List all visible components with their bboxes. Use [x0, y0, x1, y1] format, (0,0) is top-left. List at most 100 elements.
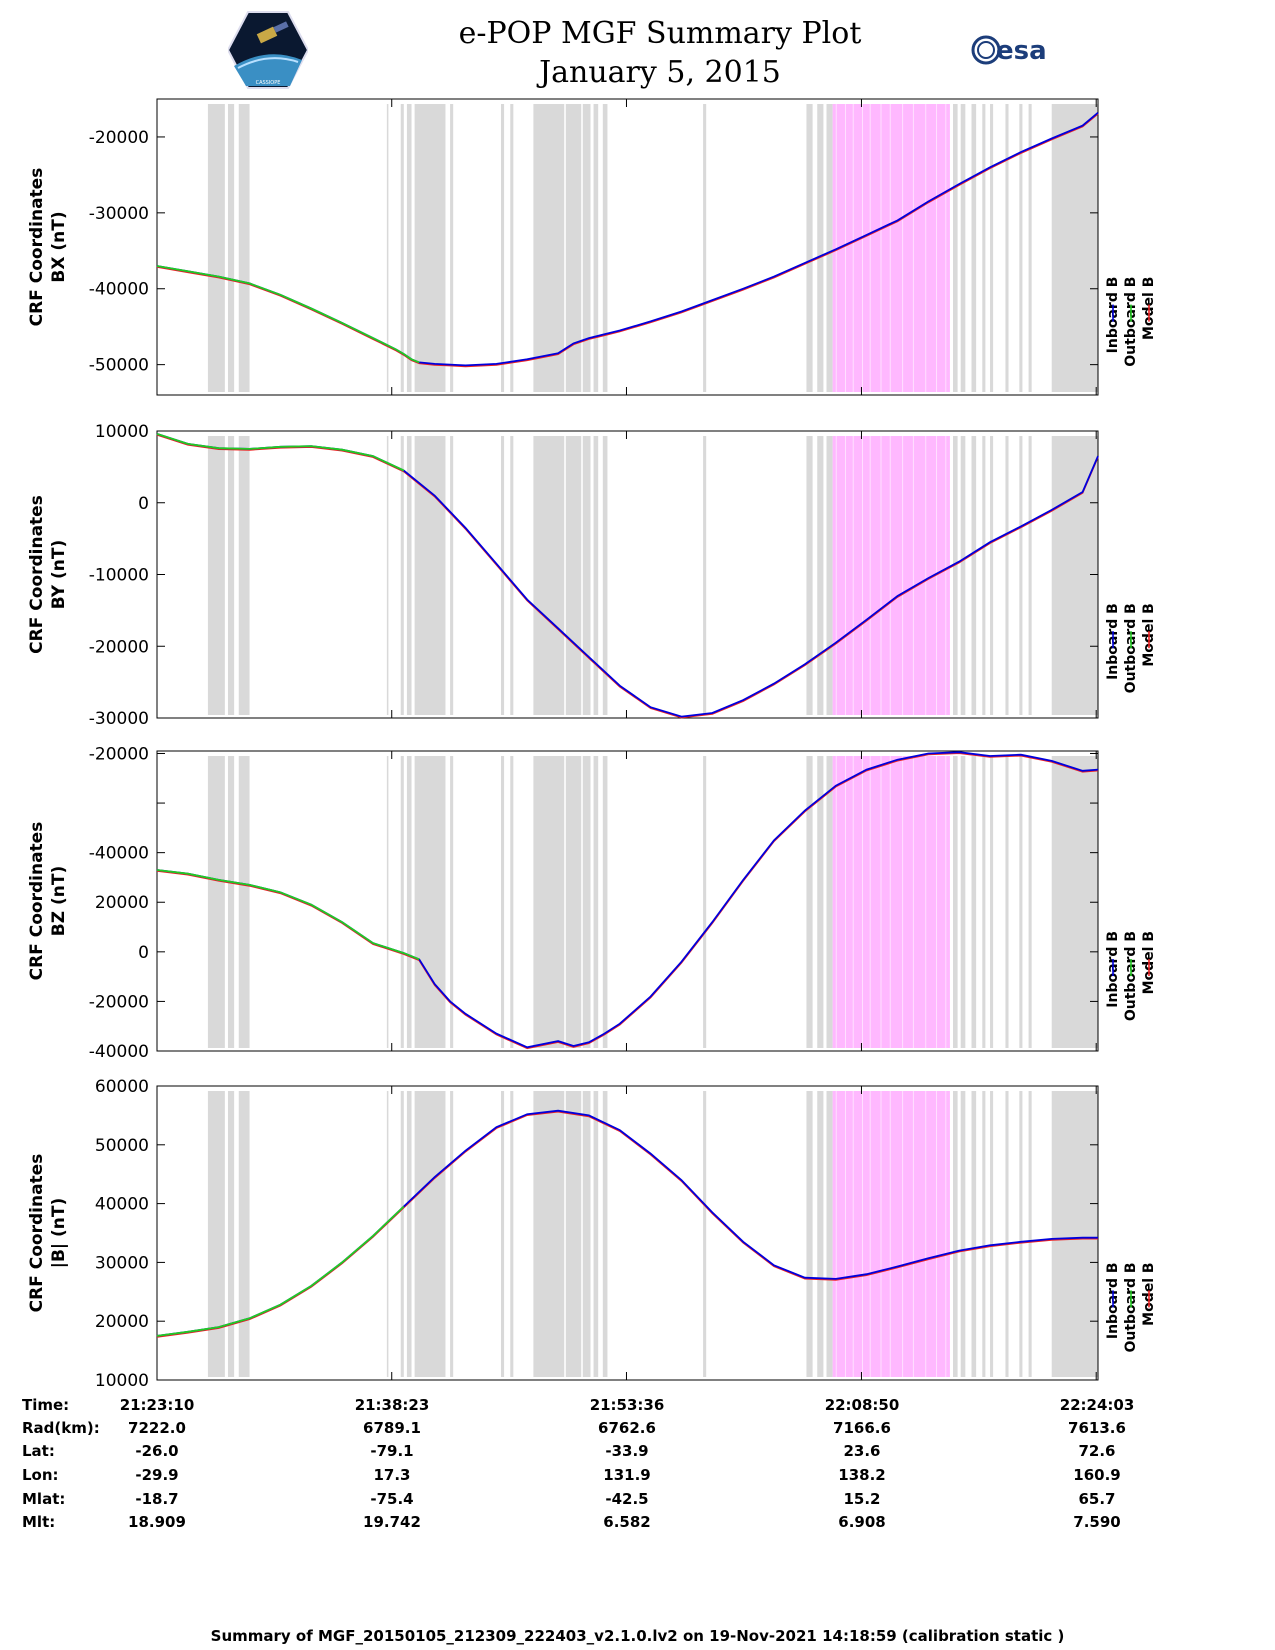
gray-shade-band — [582, 104, 591, 392]
gray-shade-band — [826, 756, 833, 1048]
gray-shade-band — [533, 1091, 565, 1377]
gray-shade-band — [1019, 104, 1023, 392]
gray-shade-band — [414, 436, 446, 715]
gray-shade-band — [227, 104, 235, 392]
pink-shade-gap — [845, 756, 847, 1048]
pink-shade-gap — [861, 436, 863, 715]
y-axis-units: BX (nT) — [49, 211, 69, 282]
orbit-info-value-mlt: 7.590 — [1073, 1513, 1121, 1531]
gray-shade-band — [990, 104, 994, 392]
pink-shade-gap — [925, 104, 927, 392]
gray-shade-band — [602, 104, 608, 392]
gray-shade-band — [414, 1091, 446, 1377]
y-axis-title: CRF Coordinates — [27, 168, 47, 327]
y-tick-label: -30000 — [89, 204, 149, 224]
pink-shade-gap — [861, 1091, 863, 1377]
pink-shade-gap — [936, 104, 938, 392]
gray-shade-band — [1028, 104, 1032, 392]
y-tick-label: 0 — [138, 943, 149, 963]
gray-shade-band — [582, 756, 591, 1048]
gray-shade-band — [960, 436, 966, 715]
gray-shade-band — [238, 104, 250, 392]
orbit-info-value-mlat: -42.5 — [605, 1490, 649, 1508]
axes-frame-1 — [156, 98, 1099, 396]
gray-shade-band — [400, 756, 404, 1048]
pink-shade-band — [832, 104, 950, 392]
gray-shade-band — [826, 104, 833, 392]
gray-shade-band — [501, 104, 505, 392]
title-line-2: January 5, 2015 — [539, 55, 781, 90]
gray-shade-band — [227, 1091, 235, 1377]
gray-shade-band — [960, 1091, 966, 1377]
pink-shade-gap — [880, 436, 882, 715]
y-axis-title: CRF Coordinates — [27, 1154, 47, 1313]
y-axis-title: CRF Coordinates — [27, 495, 47, 654]
gray-shade-band — [982, 756, 986, 1048]
gray-shade-band — [1028, 436, 1032, 715]
pink-shade-band — [832, 1091, 950, 1377]
orbit-info-value-mlt: 19.742 — [363, 1513, 421, 1531]
gray-shade-band — [1005, 1091, 1009, 1377]
gray-shade-band — [826, 436, 833, 715]
y-tick-label: 40000 — [95, 1195, 149, 1215]
gray-shade-band — [582, 1091, 591, 1377]
legend-label: Outboard B — [1123, 277, 1139, 367]
pink-shade-gap — [889, 104, 891, 392]
gray-shade-band — [952, 104, 958, 392]
gray-shade-band — [817, 1091, 824, 1377]
gray-shade-band — [990, 1091, 994, 1377]
pink-shade-gap — [945, 756, 947, 1048]
gray-shade-band — [806, 436, 813, 715]
y-tick-label: -20000 — [89, 128, 149, 148]
gray-shade-band — [386, 104, 389, 392]
gray-shade-band — [510, 1091, 514, 1377]
orbit-info-value-lon: 131.9 — [603, 1466, 651, 1484]
orbit-info-value-mlat: 15.2 — [843, 1490, 881, 1508]
gray-shade-band — [386, 436, 389, 715]
pink-shade-gap — [845, 1091, 847, 1377]
y-tick-label: -20000 — [89, 744, 149, 764]
gray-shade-band — [400, 436, 404, 715]
pink-shade-gap — [912, 1091, 914, 1377]
pink-shade-gap — [880, 1091, 882, 1377]
orbit-info-value-mlt: 6.582 — [603, 1513, 651, 1531]
gray-shade-band — [207, 756, 225, 1048]
gray-shade-band — [238, 436, 250, 715]
gray-shade-band — [806, 1091, 813, 1377]
pink-shade-gap — [880, 104, 882, 392]
pink-shade-gap — [861, 104, 863, 392]
pink-shade-gap — [889, 436, 891, 715]
gray-shade-band — [565, 1091, 582, 1377]
pink-shade-gap — [945, 436, 947, 715]
gray-shade-band — [982, 104, 986, 392]
gray-shade-band — [565, 436, 582, 715]
gray-shade-band — [593, 756, 599, 1048]
outboard-b-line — [156, 433, 405, 472]
pink-shade-gap — [835, 436, 837, 715]
pink-shade-gap — [925, 1091, 927, 1377]
gray-shade-band — [971, 104, 977, 392]
gray-shade-band — [971, 756, 977, 1048]
gray-shade-band — [960, 756, 966, 1048]
orbit-info-value-lat: -26.0 — [135, 1442, 179, 1460]
pink-shade-gap — [869, 1091, 871, 1377]
gray-shade-band — [400, 104, 404, 392]
gray-shade-band — [593, 1091, 599, 1377]
orbit-info-value-lon: -29.9 — [135, 1466, 179, 1484]
y-tick-label: -20000 — [89, 992, 149, 1012]
pink-shade-gap — [852, 756, 854, 1048]
pink-shade-gap — [889, 1091, 891, 1377]
esa-logo: esa — [970, 30, 1050, 74]
legend-label: Outboard B — [1123, 1262, 1139, 1352]
orbit-info-value-lon: 138.2 — [838, 1466, 886, 1484]
pink-shade-gap — [936, 1091, 938, 1377]
gray-shade-band — [565, 756, 582, 1048]
gray-shade-band — [990, 756, 994, 1048]
pink-shade-gap — [852, 104, 854, 392]
gray-shade-band — [207, 104, 225, 392]
plot-title: e-POP MGF Summary Plot January 5, 2015 — [400, 14, 920, 92]
pink-shade-gap — [861, 756, 863, 1048]
pink-shade-gap — [845, 104, 847, 392]
pink-shade-gap — [889, 756, 891, 1048]
y-tick-label: -30000 — [89, 709, 149, 729]
